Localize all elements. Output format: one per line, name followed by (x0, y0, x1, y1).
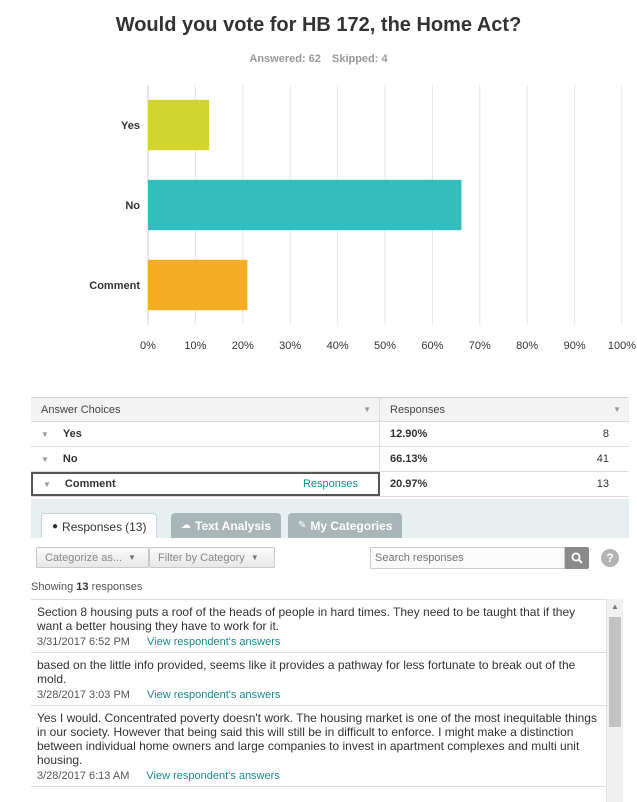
search-icon (571, 552, 583, 564)
x-tick-label: 90% (564, 340, 586, 352)
responses-link[interactable]: Responses (302, 478, 358, 490)
table-row: ▼ No 66.13% 41 (31, 447, 629, 472)
choice-label: Yes (62, 428, 82, 440)
cloud-icon: ☁ (181, 520, 191, 531)
response-stats: Answered: 62 Skipped: 4 (0, 53, 637, 65)
response-text: Section 8 housing puts a roof of the hea… (37, 605, 576, 633)
categorize-dropdown[interactable]: Categorize as... ▼ (36, 547, 149, 568)
view-respondent-link[interactable]: View respondent's answers (147, 636, 281, 648)
view-respondent-link[interactable]: View respondent's answers (146, 770, 280, 782)
tab-responses[interactable]: ● Responses (13) (41, 513, 158, 539)
list-item: Yes I would. Concentrated poverty doesn'… (31, 706, 606, 787)
tab-text-analysis[interactable]: ☁ Text Analysis (171, 513, 282, 538)
bar-comment[interactable] (148, 259, 248, 311)
count-value: 41 (596, 453, 609, 465)
x-tick-label: 20% (232, 340, 254, 352)
filter-bar: Categorize as... ▼ Filter by Category ▼ … (31, 538, 629, 576)
speech-bubble-icon: ● (52, 521, 59, 532)
expand-icon[interactable]: ▼ (41, 454, 49, 464)
percent-value: 12.90% (390, 428, 428, 440)
responses-count: (13) (125, 519, 147, 534)
scrollbar[interactable]: ▲ (606, 599, 623, 802)
count-value: 13 (596, 478, 609, 490)
scrollbar-thumb[interactable] (609, 617, 621, 727)
filter-category-dropdown[interactable]: Filter by Category ▼ (149, 547, 275, 568)
scroll-up-icon[interactable]: ▲ (611, 602, 619, 611)
page-title: Would you vote for HB 172, the Home Act? (115, 14, 522, 36)
response-text: Yes I would. Concentrated poverty doesn'… (37, 711, 597, 767)
list-item: based on the little info provided, seems… (31, 653, 606, 706)
x-tick-label: 100% (608, 340, 636, 352)
response-date: 3/28/2017 3:03 PM (37, 689, 130, 701)
header-responses[interactable]: Responses ▼ (390, 403, 621, 416)
x-tick-label: 0% (140, 340, 156, 352)
x-tick-label: 30% (279, 340, 301, 352)
count-value: 8 (602, 428, 609, 440)
response-date: 3/31/2017 6:52 PM (37, 636, 130, 648)
category-label: Comment (89, 280, 140, 292)
response-text: based on the little info provided, seems… (37, 658, 576, 686)
chevron-down-icon: ▼ (128, 553, 136, 562)
search-button[interactable] (565, 547, 589, 569)
percent-value: 20.97% (390, 478, 428, 490)
x-tick-label: 40% (327, 340, 349, 352)
expand-icon[interactable]: ▼ (43, 479, 51, 489)
sort-icon[interactable]: ▼ (613, 405, 621, 414)
percent-value: 66.13% (390, 453, 428, 465)
choice-label: No (62, 453, 78, 465)
header-answer-choices[interactable]: Answer Choices ▼ (31, 398, 380, 421)
choice-label: Comment (64, 478, 116, 490)
bar-yes[interactable] (148, 99, 210, 151)
answered-count: Answered: 62 (249, 53, 321, 65)
sort-icon[interactable]: ▼ (363, 405, 371, 414)
help-icon[interactable]: ? (601, 549, 619, 567)
view-respondent-link[interactable]: View respondent's answers (147, 689, 281, 701)
table-header: Answer Choices ▼ Responses ▼ (31, 397, 629, 422)
x-tick-label: 50% (374, 340, 396, 352)
showing-count: Showing 13 responses (31, 581, 143, 593)
x-tick-label: 70% (469, 340, 491, 352)
responses-list[interactable]: Section 8 housing puts a roof of the hea… (31, 599, 606, 802)
bar-no[interactable] (148, 179, 462, 231)
tab-my-categories[interactable]: ✎ My Categories (288, 513, 403, 538)
bar-chart: 0% 10% 20% 30% 40% 50% 60% 70% 80% 90% 100% Yes No Co… (89, 85, 636, 352)
table-row: ▼ Yes 12.90% 8 (31, 422, 629, 447)
x-tick-label: 80% (516, 340, 538, 352)
category-label: Yes (121, 120, 140, 132)
list-item: Section 8 housing puts a roof of the hea… (31, 600, 606, 653)
search-input[interactable] (370, 547, 565, 569)
response-date: 3/28/2017 6:13 AM (37, 770, 130, 782)
tab-bar: ● Responses (13) ☁ Text Analysis ✎ My Ca… (31, 499, 629, 539)
category-label: No (125, 200, 140, 212)
expand-icon[interactable]: ▼ (41, 429, 49, 439)
tag-icon: ✎ (298, 520, 307, 531)
chevron-down-icon: ▼ (250, 553, 259, 562)
table-row-selected: ▼ Comment Responses 20.97% 13 (31, 472, 629, 497)
x-tick-label: 10% (184, 340, 206, 352)
skipped-count: Skipped: 4 (331, 53, 388, 65)
answer-table: Answer Choices ▼ Responses ▼ ▼ Yes 12.90… (31, 397, 629, 497)
x-tick-label: 60% (421, 340, 443, 352)
